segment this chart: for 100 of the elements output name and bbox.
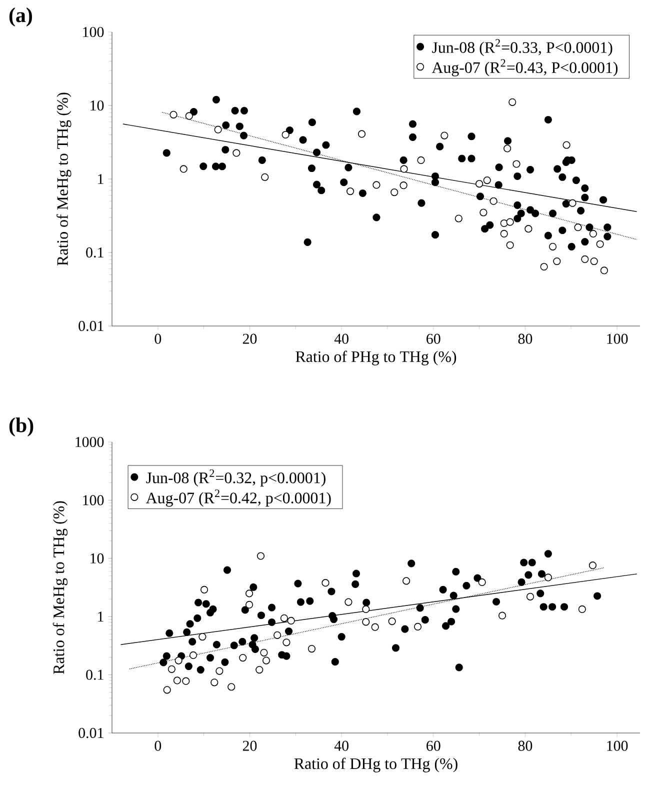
x-tick-label: 20 [242,334,257,344]
point [500,230,508,238]
point [346,188,354,196]
x-axis-title: Ratio of PHg to THg (%) [296,350,456,366]
legend-label: Jun-08 (R$^{2}$=0.32, p<0.0001) [146,469,326,486]
point [344,598,352,606]
point [578,605,586,613]
point [581,255,589,264]
point [282,638,290,646]
point [562,141,570,149]
point [526,592,534,600]
point [454,214,462,222]
point [260,648,268,656]
point [417,156,425,164]
point [308,644,316,653]
point [553,257,561,266]
point [173,676,181,684]
point [476,180,484,188]
point [500,219,508,228]
y-tick-label: 1 [98,174,104,184]
point [214,126,222,134]
y-tick-label: 1 [98,612,104,622]
legend-label: Aug-07 (R$^{2}$=0.43, P<0.0001) [432,59,618,76]
x-tick-label: 60 [426,334,440,344]
point [232,149,240,157]
point [200,586,208,594]
x-tick-label: 0 [154,740,162,751]
point [596,240,604,248]
point [170,110,178,118]
point [506,241,514,249]
point [180,165,188,173]
point [504,144,512,152]
point [414,622,422,631]
point [282,130,290,139]
point [402,577,410,585]
point [390,188,398,196]
legend-label: Aug-07 (R$^{2}$=0.42, p<0.0001) [146,490,331,507]
point [574,224,582,232]
point [400,182,408,190]
point [568,199,576,207]
x-tick-label: 60 [426,740,440,751]
x-tick-label: 80 [518,740,532,751]
y-tick-label: 0.01 [78,728,104,738]
point [540,262,548,271]
x-tick-label: 40 [334,740,348,751]
y-tick-label: 10 [90,100,104,111]
point [216,667,224,675]
y-tick-label: 10 [90,553,104,564]
point [182,677,190,685]
point [362,605,370,613]
point [273,631,282,639]
point [600,266,608,274]
point [588,562,597,570]
point [210,678,218,686]
x-tick-label: 100 [607,740,628,751]
point [261,173,269,181]
point [287,616,295,625]
point [245,600,254,609]
point [512,160,520,168]
point [262,656,270,664]
y-axis-title: Ratio of MeHg to THg (%) [56,92,72,266]
point [498,612,506,620]
point [544,574,552,582]
point [189,651,198,660]
y-tick-label: 0.01 [78,320,104,332]
point [256,666,264,674]
y-tick-label: 1000 [76,436,104,448]
point [590,257,598,266]
point [163,686,171,694]
point [524,225,532,233]
x-tick-label: 20 [242,740,257,751]
point [372,181,380,189]
legend-label: Jun-08 (R$^{2}$=0.33, P<0.0001) [432,39,612,56]
x-tick-label: 40 [334,334,348,344]
point [362,618,370,626]
point [256,552,265,560]
point [548,242,557,250]
point [440,132,448,140]
point [245,590,254,598]
point [239,654,247,662]
y-tick-label: 0.1 [86,247,104,258]
point [589,230,597,238]
point [508,98,516,106]
point [168,665,176,673]
point [388,618,396,626]
point [280,614,288,622]
x-tick-label: 0 [154,334,162,344]
point [483,176,491,184]
x-tick-label: 100 [607,334,628,344]
x-axis-title: Ratio of DHg to THg (%) [294,758,458,772]
y-tick-label: 100 [83,26,104,38]
x-tick-label: 80 [518,334,532,344]
point [400,165,408,173]
point [371,623,379,631]
point [228,683,236,691]
point [185,112,193,120]
y-tick-label: 0.1 [86,670,104,680]
point [490,197,498,205]
point [506,218,514,226]
y-tick-label: 100 [83,495,104,506]
